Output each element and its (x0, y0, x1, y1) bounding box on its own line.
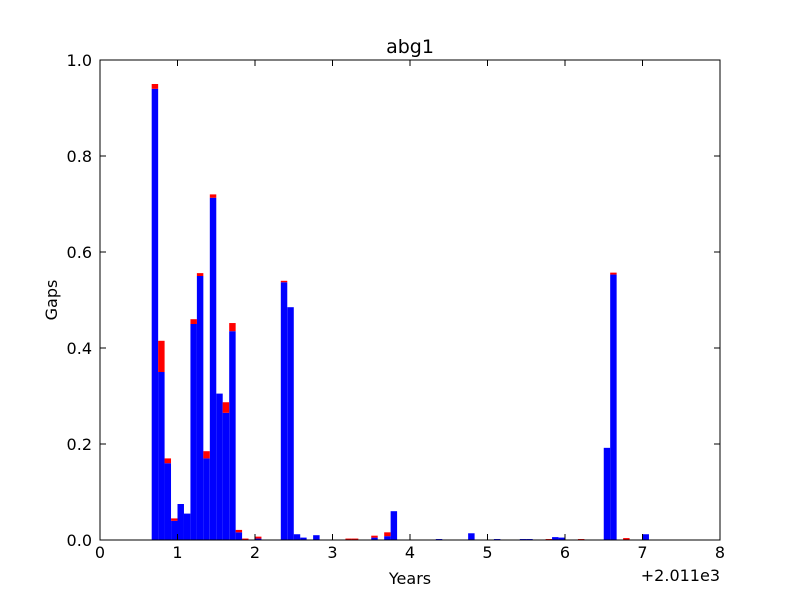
bar-series-1-14 (345, 538, 352, 540)
bar-series-0-4 (177, 504, 184, 540)
bar-series-0-14 (255, 538, 262, 540)
bar-series-1-6 (203, 451, 210, 459)
x-tick-label-8: 8 (715, 543, 725, 562)
bar-series-1-4 (190, 319, 197, 324)
bar-series-1-17 (384, 532, 391, 537)
y-tick-label-0: 0.0 (67, 531, 92, 550)
bar-series-1-9 (229, 323, 236, 332)
bar-series-1-11 (242, 538, 249, 540)
x-tick-label-5: 5 (482, 543, 492, 562)
bar-series-0-30 (603, 447, 611, 540)
bar-series-0-12 (229, 331, 236, 540)
bar-series-0-24 (468, 533, 475, 540)
bar-series-1-1 (158, 340, 165, 372)
bar-series-1-13 (280, 280, 288, 283)
x-tick-label-7: 7 (637, 543, 647, 562)
bar-series-1-12 (255, 536, 262, 539)
bar-series-0-3 (171, 520, 178, 540)
bar-series-0-31 (610, 274, 617, 540)
bar-series-0-18 (300, 537, 307, 540)
x-axis-label: Years (388, 569, 431, 588)
bar-series-0-10 (216, 393, 223, 540)
bar-series-0-15 (280, 282, 288, 540)
bar-series-0-16 (287, 307, 294, 540)
x-tick-label-0: 0 (95, 543, 105, 562)
bar-series-1-15 (351, 538, 359, 540)
x-tick-label-4: 4 (405, 543, 415, 562)
x-tick-label-1: 1 (172, 543, 182, 562)
bar-series-0-28 (552, 537, 559, 540)
bar-series-0-9 (209, 197, 217, 540)
bar-series-1-8 (222, 402, 230, 413)
bar-series-1-16 (371, 535, 378, 538)
bar-series-1-3 (171, 518, 178, 521)
bar-series-0-1 (158, 372, 165, 540)
bar-series-0-17 (293, 534, 301, 540)
bar-series-1-21 (623, 538, 630, 540)
bar-series-1-10 (235, 529, 243, 533)
bar-series-0-8 (203, 458, 210, 540)
bar-series-0-13 (235, 532, 243, 540)
y-axis-label: Gaps (42, 280, 61, 321)
chart-title: abg1 (386, 36, 434, 58)
bar-series-0-5 (183, 513, 191, 540)
bar-series-0-19 (313, 535, 320, 540)
bar-series-0-21 (384, 536, 391, 540)
bar-series-0-11 (222, 412, 230, 540)
y-tick-label-3: 0.6 (67, 243, 92, 262)
bar-series-1-5 (196, 273, 204, 276)
bar-series-0-29 (558, 537, 566, 540)
bar-series-0-7 (196, 276, 204, 540)
bar-series-0-0 (151, 88, 159, 541)
x-axis-ticks: 0 1 2 3 4 5 6 7 8 (95, 60, 725, 562)
bar-series-0-6 (190, 324, 197, 540)
x-tick-label-6: 6 (560, 543, 570, 562)
x-axis-offset-label: +2.011e3 (641, 566, 720, 585)
bar-series-1-20 (610, 272, 617, 275)
bar-series-0-2 (164, 463, 172, 540)
bars-layer (151, 84, 649, 541)
y-axis-ticks: 0.0 0.2 0.4 0.6 0.8 1.0 (67, 51, 720, 550)
y-tick-label-4: 0.8 (67, 147, 92, 166)
bar-series-0-32 (642, 534, 649, 540)
y-tick-label-1: 0.2 (67, 435, 92, 454)
x-tick-label-3: 3 (327, 543, 337, 562)
bar-series-0-22 (390, 511, 398, 540)
bar-series-0-20 (371, 537, 378, 540)
bar-series-1-2 (164, 458, 172, 464)
bar-series-1-0 (151, 84, 159, 89)
y-tick-label-2: 0.4 (67, 339, 92, 358)
bar-series-1-7 (209, 194, 217, 198)
x-tick-label-2: 2 (250, 543, 260, 562)
y-tick-label-5: 1.0 (67, 51, 92, 70)
